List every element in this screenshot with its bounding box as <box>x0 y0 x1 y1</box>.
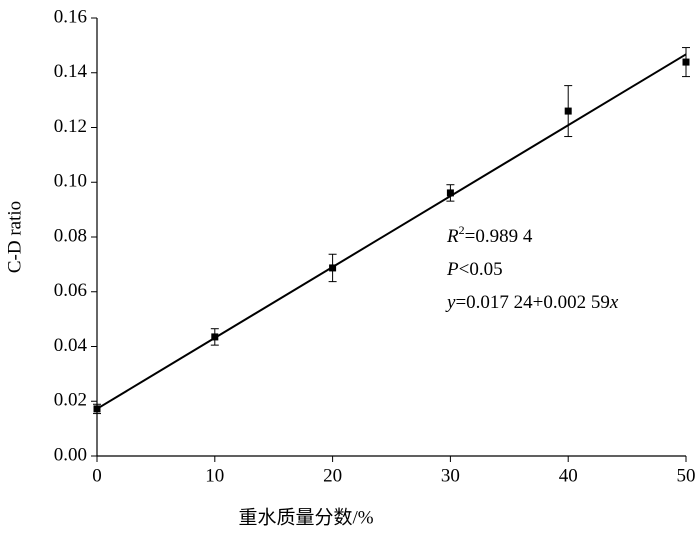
annotation: P<0.05 <box>446 259 503 280</box>
x-tick-label: 10 <box>205 465 224 486</box>
annotation: y=0.017 24+0.002 59x <box>445 292 619 313</box>
data-point <box>564 107 572 115</box>
data-point <box>446 189 454 197</box>
annotation-part: P <box>446 259 459 280</box>
data-point <box>211 333 219 341</box>
y-tick-label: 0.06 <box>54 280 87 301</box>
annotation-part: =0.017 24+0.002 59 <box>455 292 609 313</box>
x-tick-label: 40 <box>559 465 578 486</box>
annotation-part: R <box>446 226 459 247</box>
y-tick-label: 0.04 <box>54 335 88 356</box>
y-tick-label: 0.00 <box>54 444 87 465</box>
annotation-part: x <box>609 292 619 313</box>
y-tick-label: 0.12 <box>54 116 87 137</box>
annotation-part: <0.05 <box>459 259 503 280</box>
y-tick-label: 0.16 <box>54 6 87 27</box>
y-tick-label: 0.02 <box>54 390 87 411</box>
data-point <box>329 264 337 272</box>
data-point <box>682 58 690 66</box>
x-tick-label: 50 <box>677 465 696 486</box>
y-axis-label: C-D ratio <box>4 201 25 273</box>
x-tick-label: 0 <box>92 465 102 486</box>
data-point <box>93 405 101 413</box>
y-tick-label: 0.10 <box>54 171 87 192</box>
annotation-part: 2 <box>459 223 465 237</box>
y-tick-label: 0.08 <box>54 225 87 246</box>
annotation-part: y <box>445 292 456 313</box>
annotation-part: =0.989 4 <box>465 226 533 247</box>
fit-line <box>96 53 687 410</box>
x-tick-label: 30 <box>441 465 460 486</box>
annotation: R2=0.989 4 <box>446 223 533 248</box>
x-tick-label: 20 <box>323 465 342 486</box>
x-axis-label: 重水质量分数/% <box>238 506 373 528</box>
y-tick-label: 0.14 <box>54 61 88 82</box>
